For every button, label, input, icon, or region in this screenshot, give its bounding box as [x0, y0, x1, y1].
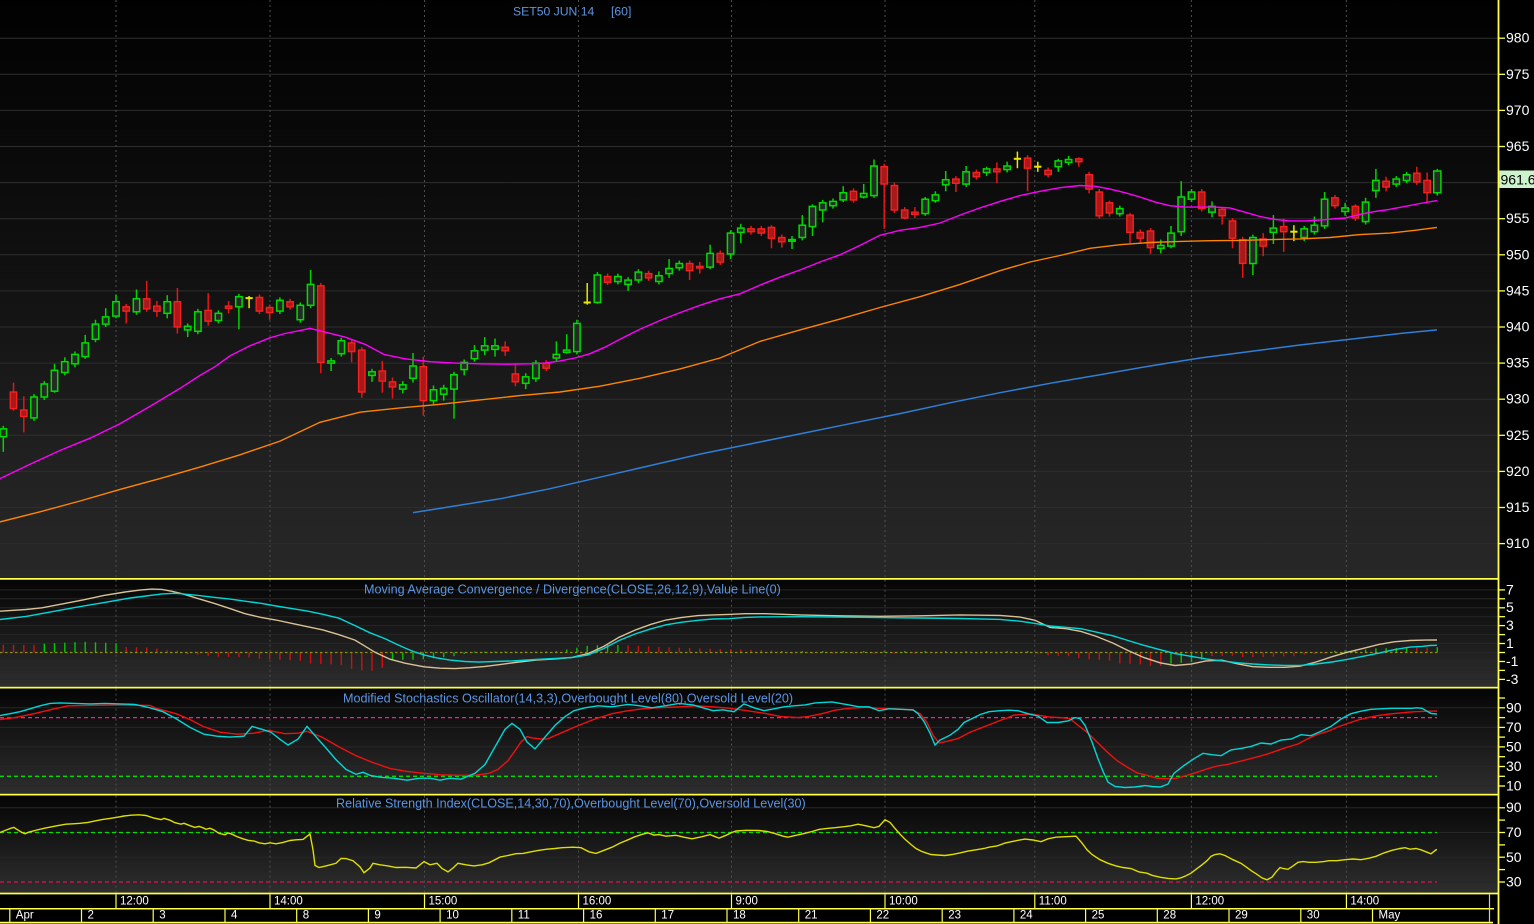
svg-text:21: 21 — [805, 910, 818, 922]
svg-text:965: 965 — [1506, 138, 1530, 154]
svg-text:9: 9 — [374, 910, 380, 922]
svg-text:Moving Average Convergence / D: Moving Average Convergence / Divergence(… — [364, 583, 781, 597]
svg-text:915: 915 — [1506, 499, 1530, 515]
svg-text:14:00: 14:00 — [274, 896, 303, 908]
svg-text:945: 945 — [1506, 282, 1530, 298]
svg-text:25: 25 — [1092, 910, 1105, 922]
svg-text:4: 4 — [231, 910, 238, 922]
svg-text:7: 7 — [1506, 581, 1514, 597]
svg-text:Apr: Apr — [16, 910, 34, 922]
svg-text:30: 30 — [1506, 874, 1522, 890]
svg-text:30: 30 — [1307, 910, 1320, 922]
svg-text:May: May — [1379, 910, 1401, 922]
svg-text:3: 3 — [159, 910, 165, 922]
svg-text:12:00: 12:00 — [1195, 896, 1224, 908]
svg-text:Relative Strength Index(CLOSE,: Relative Strength Index(CLOSE,14,30,70),… — [336, 797, 806, 811]
svg-text:9:00: 9:00 — [736, 896, 758, 908]
svg-text:955: 955 — [1506, 210, 1530, 226]
svg-text:70: 70 — [1506, 824, 1522, 840]
svg-text:[60]: [60] — [611, 5, 631, 19]
svg-text:15:00: 15:00 — [429, 896, 458, 908]
svg-text:23: 23 — [948, 910, 961, 922]
svg-text:-1: -1 — [1506, 653, 1519, 669]
svg-text:10: 10 — [446, 910, 459, 922]
svg-text:22: 22 — [876, 910, 889, 922]
svg-text:10: 10 — [1506, 778, 1522, 794]
svg-text:24: 24 — [1020, 910, 1033, 922]
svg-text:Modified Stochastics Oscillato: Modified Stochastics Oscillator(14,3,3),… — [343, 692, 793, 706]
svg-text:925: 925 — [1506, 427, 1530, 443]
svg-text:910: 910 — [1506, 535, 1530, 551]
svg-text:975: 975 — [1506, 66, 1530, 82]
svg-text:70: 70 — [1506, 719, 1522, 735]
svg-text:28: 28 — [1163, 910, 1176, 922]
svg-text:970: 970 — [1506, 102, 1530, 118]
svg-text:930: 930 — [1506, 391, 1530, 407]
svg-text:940: 940 — [1506, 319, 1530, 335]
svg-text:30: 30 — [1506, 758, 1522, 774]
svg-text:14:00: 14:00 — [1350, 896, 1379, 908]
svg-text:2: 2 — [88, 910, 94, 922]
svg-text:90: 90 — [1506, 699, 1522, 715]
svg-text:11:00: 11:00 — [1039, 896, 1067, 908]
svg-text:1: 1 — [1506, 635, 1514, 651]
svg-text:935: 935 — [1506, 355, 1530, 371]
svg-text:SET50 JUN 14: SET50 JUN 14 — [513, 5, 595, 19]
svg-text:8: 8 — [303, 910, 309, 922]
svg-text:961.60: 961.60 — [1501, 172, 1534, 188]
svg-text:10:00: 10:00 — [889, 896, 918, 908]
svg-text:920: 920 — [1506, 463, 1530, 479]
svg-text:12:00: 12:00 — [120, 896, 149, 908]
svg-text:3: 3 — [1506, 617, 1514, 633]
svg-text:50: 50 — [1506, 849, 1522, 865]
svg-text:18: 18 — [733, 910, 746, 922]
svg-text:950: 950 — [1506, 246, 1530, 262]
svg-text:16: 16 — [590, 910, 603, 922]
svg-text:11: 11 — [518, 910, 530, 922]
svg-text:17: 17 — [661, 910, 674, 922]
svg-text:980: 980 — [1506, 30, 1530, 46]
svg-text:90: 90 — [1506, 799, 1522, 815]
svg-text:50: 50 — [1506, 738, 1522, 754]
svg-text:-3: -3 — [1506, 671, 1519, 687]
svg-text:16:00: 16:00 — [583, 896, 612, 908]
svg-text:29: 29 — [1235, 910, 1248, 922]
svg-text:5: 5 — [1506, 599, 1514, 615]
